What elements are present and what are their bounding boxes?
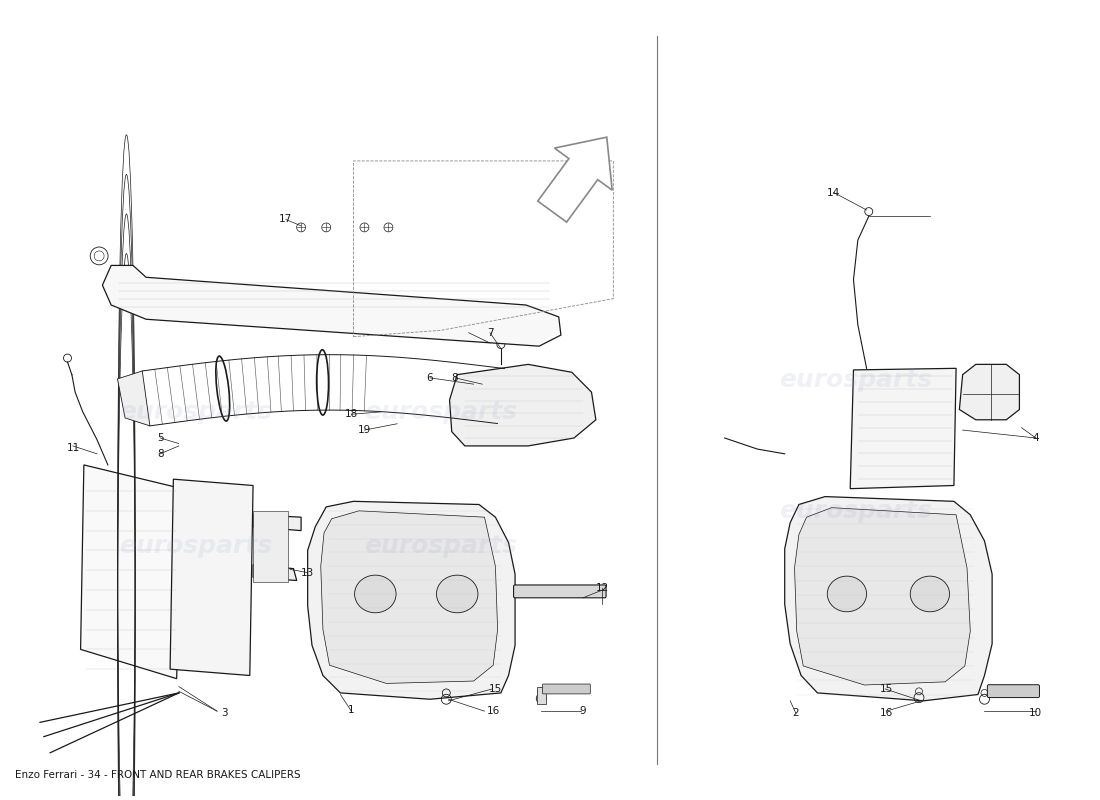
Text: eurosparts: eurosparts	[779, 499, 932, 523]
FancyBboxPatch shape	[542, 684, 591, 694]
Polygon shape	[253, 514, 301, 530]
Polygon shape	[794, 508, 970, 685]
Polygon shape	[102, 266, 561, 346]
Text: eurosparts: eurosparts	[119, 534, 272, 558]
Text: 4: 4	[1033, 433, 1039, 443]
Text: 8: 8	[157, 449, 164, 459]
Polygon shape	[308, 502, 515, 699]
Text: 13: 13	[301, 567, 315, 578]
Text: 14: 14	[827, 187, 840, 198]
Polygon shape	[959, 364, 1020, 420]
Text: 3: 3	[221, 708, 228, 718]
Text: 1: 1	[348, 706, 354, 715]
Polygon shape	[170, 479, 253, 675]
Text: 6: 6	[427, 373, 433, 383]
Text: 15: 15	[880, 684, 893, 694]
Bar	[537, 686, 546, 704]
Polygon shape	[450, 364, 596, 446]
Ellipse shape	[827, 576, 867, 612]
Text: 18: 18	[344, 410, 358, 419]
Polygon shape	[784, 497, 992, 701]
Polygon shape	[253, 565, 297, 581]
Text: 16: 16	[880, 708, 893, 718]
Text: 2: 2	[792, 708, 799, 718]
Ellipse shape	[437, 575, 477, 613]
Text: eurosparts: eurosparts	[364, 400, 517, 424]
Text: 7: 7	[486, 328, 493, 338]
Text: 9: 9	[580, 706, 586, 716]
FancyBboxPatch shape	[988, 685, 1040, 698]
Text: 17: 17	[279, 214, 293, 225]
Polygon shape	[253, 511, 288, 582]
Polygon shape	[850, 368, 956, 489]
Text: 19: 19	[358, 425, 371, 435]
Text: 16: 16	[486, 706, 499, 716]
Polygon shape	[538, 137, 613, 222]
Text: eurosparts: eurosparts	[779, 368, 932, 392]
Ellipse shape	[354, 575, 396, 613]
Text: eurosparts: eurosparts	[119, 400, 272, 424]
FancyBboxPatch shape	[514, 585, 606, 598]
Polygon shape	[80, 465, 183, 678]
Text: 11: 11	[66, 442, 79, 453]
Ellipse shape	[910, 576, 949, 612]
Text: eurosparts: eurosparts	[364, 534, 517, 558]
Text: Enzo Ferrari - 34 - FRONT AND REAR BRAKES CALIPERS: Enzo Ferrari - 34 - FRONT AND REAR BRAKE…	[15, 770, 300, 781]
Polygon shape	[118, 371, 150, 426]
Text: 5: 5	[157, 433, 164, 443]
Text: 10: 10	[1030, 708, 1043, 718]
Text: 15: 15	[488, 684, 502, 694]
Polygon shape	[321, 511, 497, 683]
Text: 8: 8	[452, 373, 459, 383]
Text: 12: 12	[596, 583, 609, 594]
